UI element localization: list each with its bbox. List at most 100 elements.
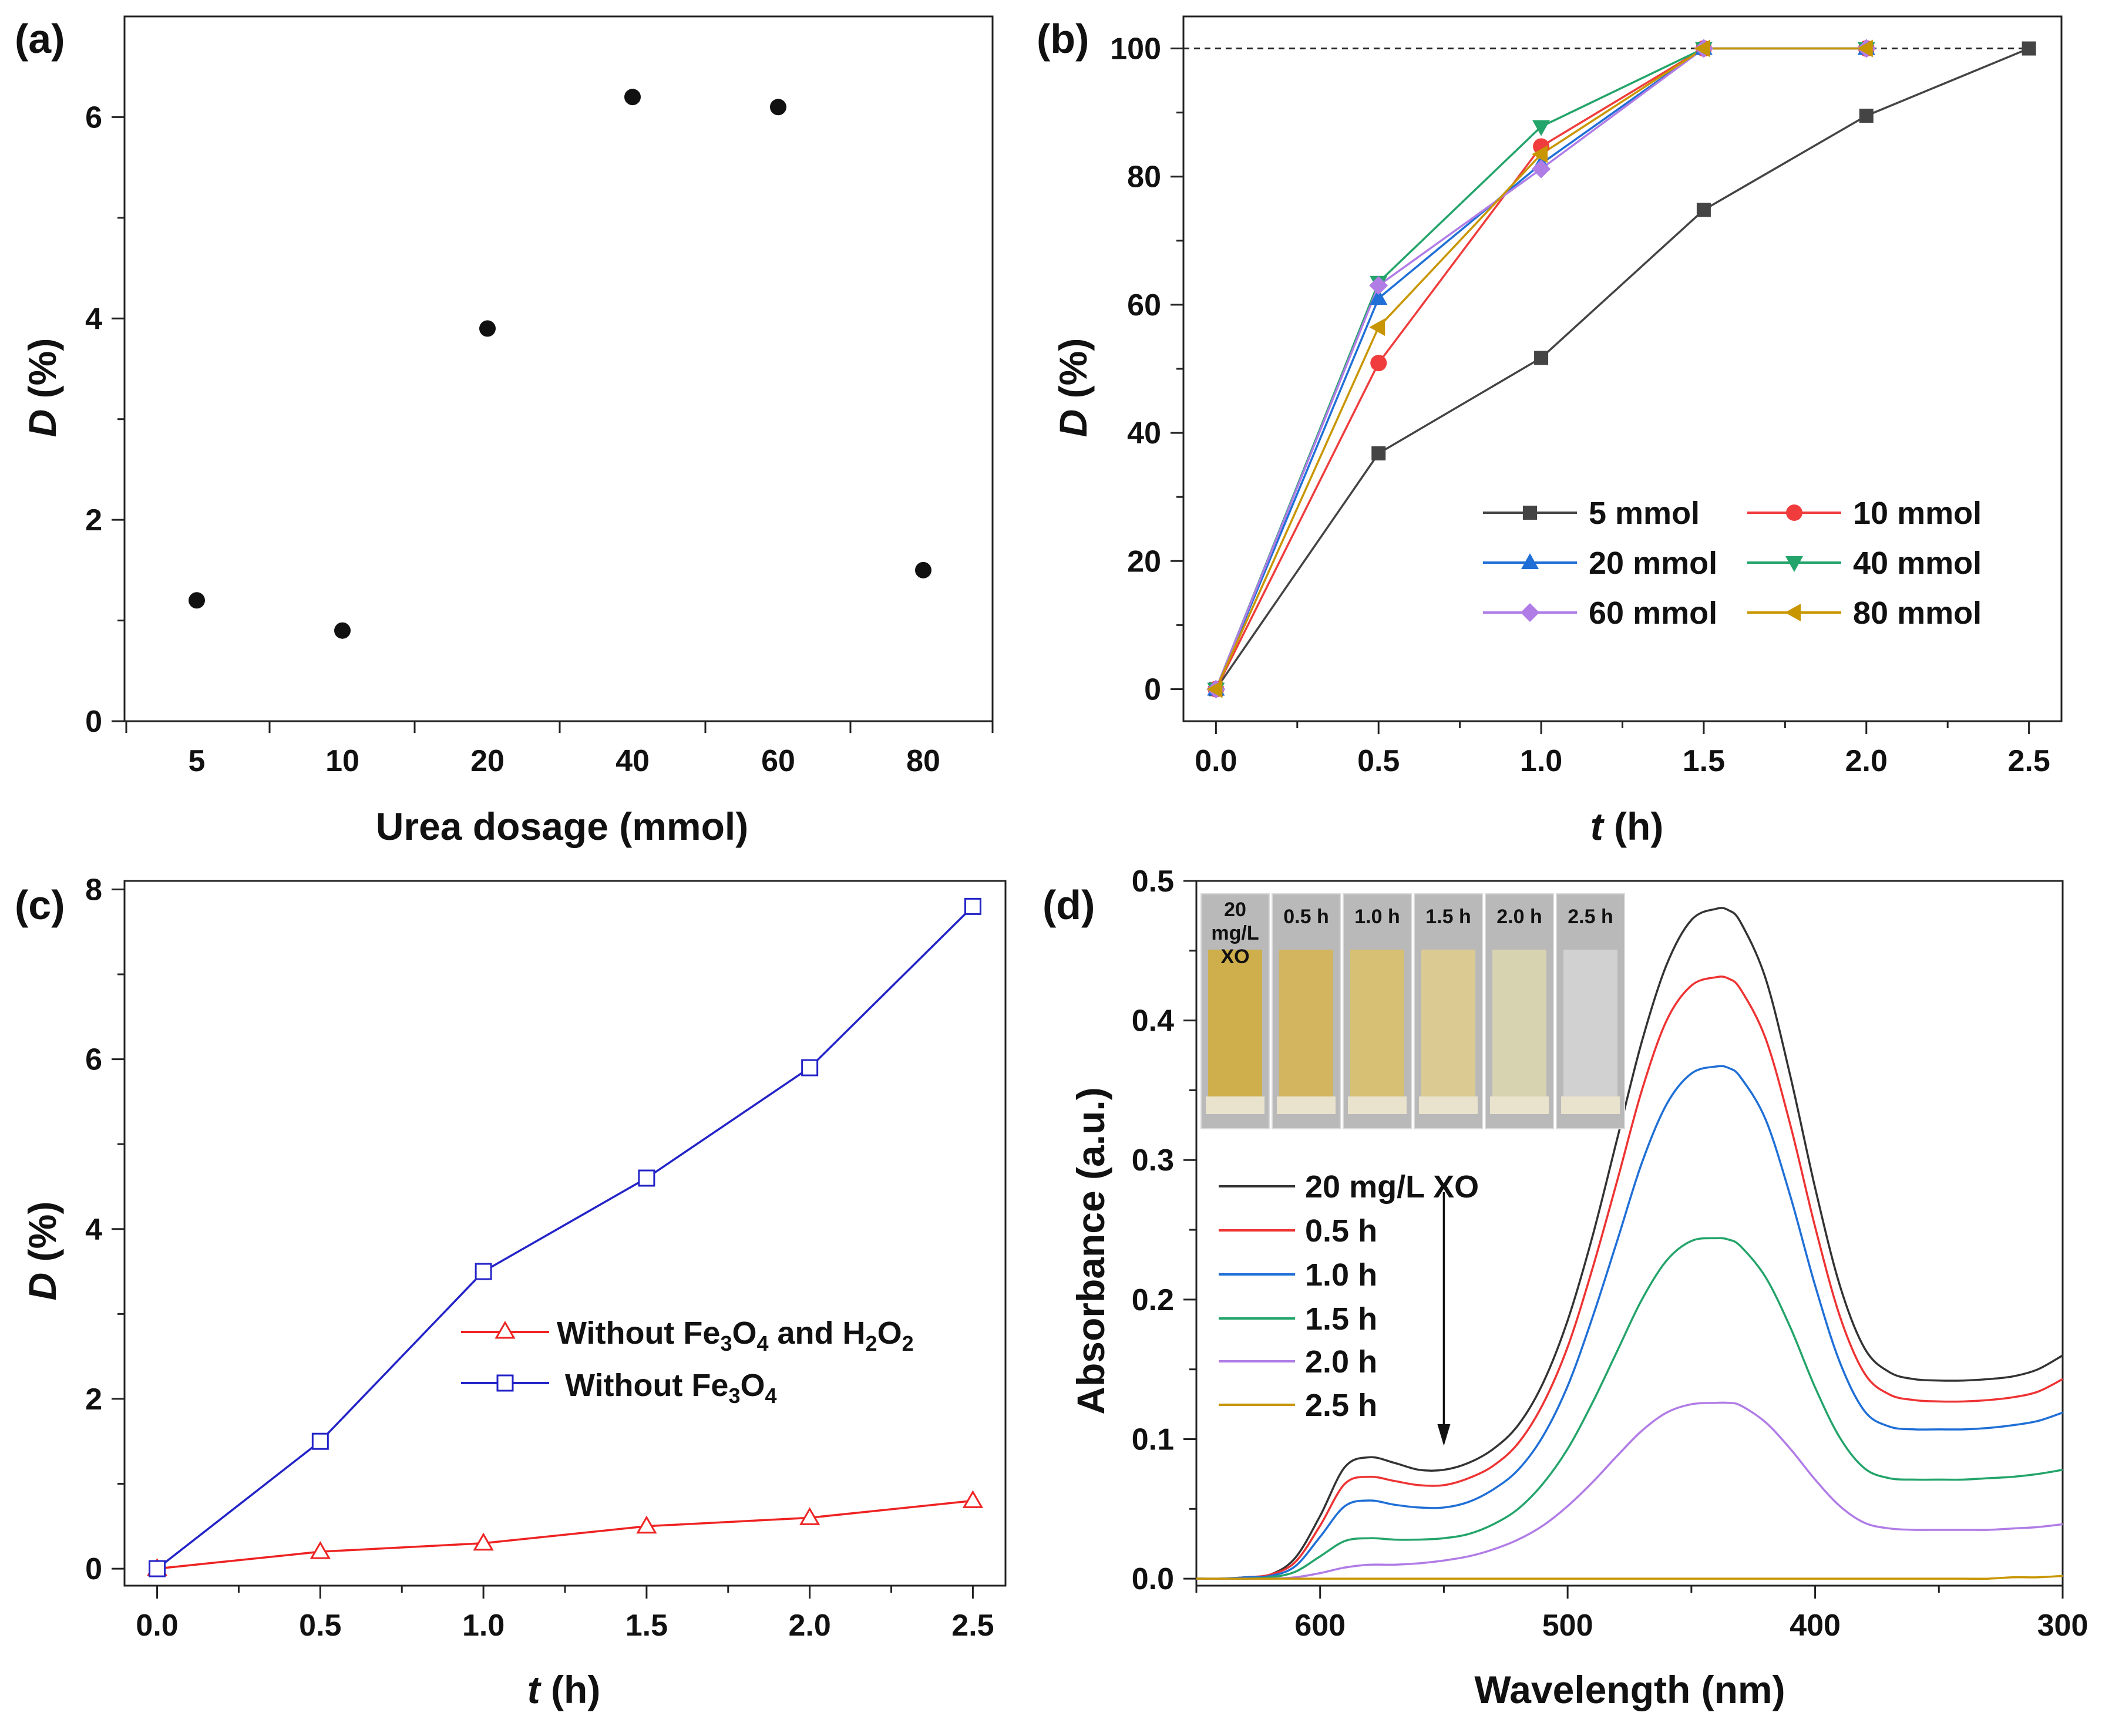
cuvette-label: 0.5 h [1283,906,1329,928]
cuvette-label: 1.0 h [1354,906,1400,928]
panel-c-x-axis-title: t (h) [527,1668,601,1711]
legend-label-without-fe3o4: Without Fe3O4 [565,1368,777,1408]
panel-d-legend-label-1-5-h: 1.5 h [1305,1301,1377,1337]
panel-b: (b) 0 20 40 60 80 100 0.0 0.5 1.0 1.5 2.0 2.5 5 mmo… [1037,15,2063,848]
panel-d-x-tick-label: 600 [1294,1609,1346,1643]
panel-d-axes: 0.0 0.1 0.2 0.3 0.4 0.5 600 500 400 300 [1132,864,2088,1643]
panel-b-line-5-mmol [1215,47,2030,690]
cuvette-solution [1279,950,1333,1096]
panel-b-legend-marker-10-mmol [1786,504,1802,521]
panel-c-x-tick-label: 2.5 [951,1609,994,1643]
panel-a-points [189,89,931,639]
cuvette-base [1561,1096,1620,1114]
panel-a-x-tick-label: 20 [470,744,505,778]
panel-c-y-tick-label: 8 [85,873,102,907]
panel-b-axes: 0 20 40 60 80 100 0.0 0.5 1.0 1.5 2.0 2.5 [1110,15,2063,778]
cuvette-label: 2.0 h [1496,906,1542,928]
panel-d-y-tick-label: 0.3 [1132,1143,1174,1177]
panel-b-legend-label-5-mmol: 5 mmol [1589,496,1700,531]
panel-b-legend-marker-20-mmol [1521,553,1539,569]
cuvette-label: 20 [1224,899,1246,921]
panel-b-point-5-mmol [1534,351,1549,365]
panel-b-legend-label-60-mmol: 60 mmol [1589,596,1717,631]
panel-b-x-tick-label: 2.5 [2007,744,2050,778]
panel-b-point-10-mmol [1370,355,1387,372]
cuvette-label: mg/L [1211,922,1259,944]
panel-b-legend-label-80-mmol: 80 mmol [1853,596,1982,631]
panel-b-legend-label-40-mmol: 40 mmol [1853,546,1982,581]
panel-d-legend-label-0-5-h: 0.5 h [1305,1213,1377,1249]
cuvette-solution [1421,950,1475,1096]
panel-d-spectrum-1-0-h [1196,1065,2063,1580]
panel-c-axes: 0 2 4 6 8 0.0 0.5 1.0 1.5 2.0 2.5 [85,873,1007,1643]
panel-d-label: (d) [1042,882,1095,928]
panel-d-legend-label-1-0-h: 1.0 h [1305,1257,1377,1293]
panel-b-point-60-mmol [1369,276,1388,295]
panel-b-legend-label-10-mmol: 10 mmol [1853,496,1982,531]
panel-a-y-tick-label: 6 [85,100,102,134]
cuvette-solution [1208,950,1262,1096]
panel-b-x-axis-title: t (h) [1590,805,1664,848]
panel-c-point-without-fe3o4 [149,1560,166,1577]
panel-b-legend-marker-5-mmol [1523,506,1537,520]
panel-d-arrow-head [1437,1424,1451,1446]
panel-d-y-axis-title: Absorbance (a.u.) [1069,1087,1112,1414]
panel-a-y-tick-label: 0 [85,705,102,739]
panel-c-point-without-fe3o4 [311,1432,329,1450]
cuvette-solution [1350,950,1404,1096]
panel-a-x-tick-label: 40 [616,744,650,778]
panel-d-legend-label-20-mg-l-xo: 20 mg/L XO [1305,1169,1479,1205]
panel-c-line-without-fe3o4-and-h2o2 [157,1499,973,1570]
panel-c-point-without-fe3o4-and-h2o2 [473,1532,494,1551]
panel-c-line-without-fe3o4 [156,906,974,1570]
panel-b-y-tick-label: 0 [1144,672,1161,706]
panel-c-series [146,897,984,1577]
panel-c: (c) 0 2 4 6 8 0.0 0.5 1.0 1.5 2.0 2.5 Without Fe3O… [15,873,1007,1711]
panel-a-y-tick-label: 4 [85,302,102,336]
panel-b-legend-marker-80-mmol [1785,604,1801,621]
panel-c-point-without-fe3o4 [964,897,981,915]
panel-b-point-80-mmol [1369,318,1385,337]
panel-b-point-5-mmol [1859,109,1874,123]
panel-b-point-5-mmol [2022,41,2036,56]
panel-d-x-axis-title: Wavelength (nm) [1474,1668,1785,1711]
panel-b-x-tick-label: 2.0 [1845,744,1888,778]
cuvette-label: XO [1220,946,1249,968]
cuvette-label: 2.5 h [1568,906,1613,928]
cuvette-solution [1492,950,1546,1096]
panel-c-y-tick-label: 2 [85,1382,102,1417]
panel-b-legend: 5 mmol 10 mmol 20 mmol 40 mmol 60 mmol 80 mmo… [1483,496,1982,631]
panel-a-x-tick-label: 5 [189,744,206,778]
cuvette-label: 1.5 h [1425,906,1471,928]
panel-b-x-tick-label: 0.0 [1195,744,1237,778]
panel-a-x-tick-label: 80 [906,744,940,778]
panel-d-y-tick-label: 0.1 [1132,1422,1174,1456]
panel-c-y-tick-label: 6 [85,1043,102,1077]
panel-c-x-tick-label: 0.5 [299,1609,341,1643]
panel-b-x-tick-label: 0.5 [1357,744,1400,778]
panel-a-label: (a) [15,16,65,62]
panel-c-y-tick-label: 4 [85,1213,102,1247]
cuvette-base [1206,1096,1264,1114]
panel-a-point-10 [334,622,351,639]
legend-label-without-fe3o4-and-h2o2: Without Fe3O4 and H2O2 [557,1316,914,1355]
panel-a-y-axis-title: D (%) [21,338,64,438]
panel-d-spectrum-20-mg-l-xo [1196,907,2063,1580]
panel-a-plot-frame [123,15,994,722]
panel-d-spectrum-1-5-h [1196,1237,2063,1580]
panel-a-x-tick-label: 60 [761,744,795,778]
panel-b-y-tick-label: 20 [1127,544,1161,578]
panel-b-point-20-mmol [1370,289,1388,305]
panel-d-legend-label-2-5-h: 2.5 h [1305,1388,1377,1423]
cuvette-base [1277,1096,1336,1114]
panel-d-y-tick-label: 0.2 [1132,1283,1174,1317]
panel-c-y-axis-title: D (%) [21,1202,64,1301]
panel-d-legend-label-2-0-h: 2.0 h [1305,1344,1377,1380]
panel-a-point-80 [915,561,931,578]
panel-b-point-80-mmol [1532,145,1548,163]
legend-marker-without-fe3o4 [496,1374,514,1392]
cuvette-solution [1563,950,1617,1096]
panel-b-point-80-mmol [1694,39,1710,58]
panel-a-point-5 [189,592,205,609]
